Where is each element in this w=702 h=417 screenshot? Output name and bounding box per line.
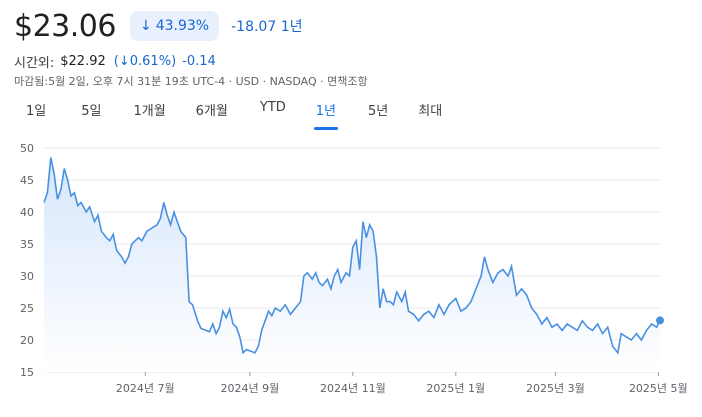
change-percent-badge: ↓ 43.93% (129, 11, 220, 41)
change-absolute: -18.07 1년 (231, 19, 303, 35)
tab-1[interactable]: 5일 (81, 104, 102, 119)
y-tick-label: 15 (20, 366, 34, 379)
tab-6[interactable]: 5년 (368, 104, 389, 119)
x-tick-label: 2025년 3월 (526, 382, 585, 395)
arrow-down-icon: ↓ (118, 54, 130, 69)
x-tick-label: 2024년 7월 (116, 382, 175, 395)
after-hours-open-paren: ( (113, 54, 119, 69)
x-axis-labels: 2024년 7월 2024년 9월 2024년 11월 2025년 1월 2025년 3… (116, 372, 688, 395)
after-hours-price: $22.92 (60, 54, 106, 69)
tab-3[interactable]: 6개월 (195, 104, 228, 119)
after-hours-row: 시간외: $22.92 (↓0.61%) -0.14 (14, 52, 216, 71)
price-area-fill (44, 157, 660, 372)
after-hours-close-paren: ) (171, 54, 177, 69)
y-tick-label: 25 (20, 302, 34, 315)
range-tabs: 1일 5일 1개월 6개월 YTD 1년 5년 최대 (14, 98, 472, 130)
after-hours-label: 시간외: (14, 56, 55, 71)
current-price: $23.06 (14, 8, 116, 44)
x-tick-label: 2025년 1월 (426, 382, 485, 395)
tab-5[interactable]: 1년 (313, 98, 339, 130)
y-tick-label: 30 (20, 270, 34, 283)
tab-4[interactable]: YTD (259, 100, 286, 115)
y-tick-label: 40 (20, 206, 34, 219)
tab-2[interactable]: 1개월 (133, 104, 166, 119)
change-percent: 43.93% (155, 18, 210, 34)
y-tick-label: 20 (20, 334, 34, 347)
after-hours-percent: (↓0.61%) (114, 54, 176, 69)
price-line (43, 157, 661, 355)
x-tick-label: 2025년 5월 (629, 382, 688, 395)
market-meta: 마감됨:5월 2일, 오후 7시 31분 19초 UTC-4 · USD · N… (14, 75, 368, 88)
y-tick-label: 45 (20, 174, 34, 187)
price-chart: 50 45 40 35 30 25 20 15 2024년 7월 2024년 9월 2024년 1… (20, 142, 688, 395)
after-hours-change: -0.14 (182, 54, 216, 69)
arrow-down-icon: ↓ (139, 18, 152, 34)
y-tick-label: 35 (20, 238, 34, 251)
y-axis-labels: 50 45 40 35 30 25 20 15 (20, 142, 34, 379)
tab-0[interactable]: 1일 (26, 104, 47, 119)
tab-7[interactable]: 최대 (418, 104, 443, 119)
current-price-marker (656, 316, 664, 325)
x-tick-label: 2024년 11월 (320, 382, 386, 395)
after-hours-pct-value: 0.61% (129, 54, 172, 69)
price-header: $23.06 ↓ 43.93% -18.07 1년 (14, 6, 302, 46)
x-tick-label: 2024년 9월 (221, 382, 280, 395)
y-tick-label: 50 (20, 142, 34, 155)
